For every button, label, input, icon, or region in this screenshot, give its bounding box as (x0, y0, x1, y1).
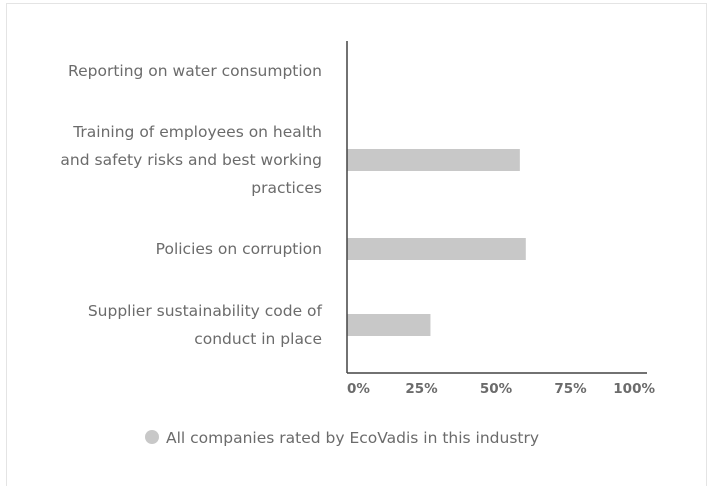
bar-3 (347, 238, 526, 260)
bar-4 (347, 314, 431, 336)
category-label-4-line-2: conduct in place (194, 330, 322, 348)
legend-label: All companies rated by EcoVadis in this … (166, 429, 539, 447)
bar-2 (347, 149, 520, 171)
category-label-1-line-1: Reporting on water consumption (68, 62, 322, 80)
x-tick-label-5: 100% (613, 381, 655, 397)
legend-marker (145, 430, 159, 444)
category-label-4-line-1: Supplier sustainability code of (88, 302, 323, 320)
category-label-2-line-3: practices (251, 179, 322, 197)
category-label-2-line-2: and safety risks and best working (60, 151, 322, 169)
category-label-2-line-1: Training of employees on health (72, 123, 322, 141)
x-tick-label-2: 25% (405, 381, 438, 397)
x-tick-label-4: 75% (554, 381, 587, 397)
category-label-3-line-1: Policies on corruption (156, 240, 322, 258)
x-tick-label-3: 50% (480, 381, 513, 397)
x-tick-label-1: 0% (347, 381, 370, 397)
